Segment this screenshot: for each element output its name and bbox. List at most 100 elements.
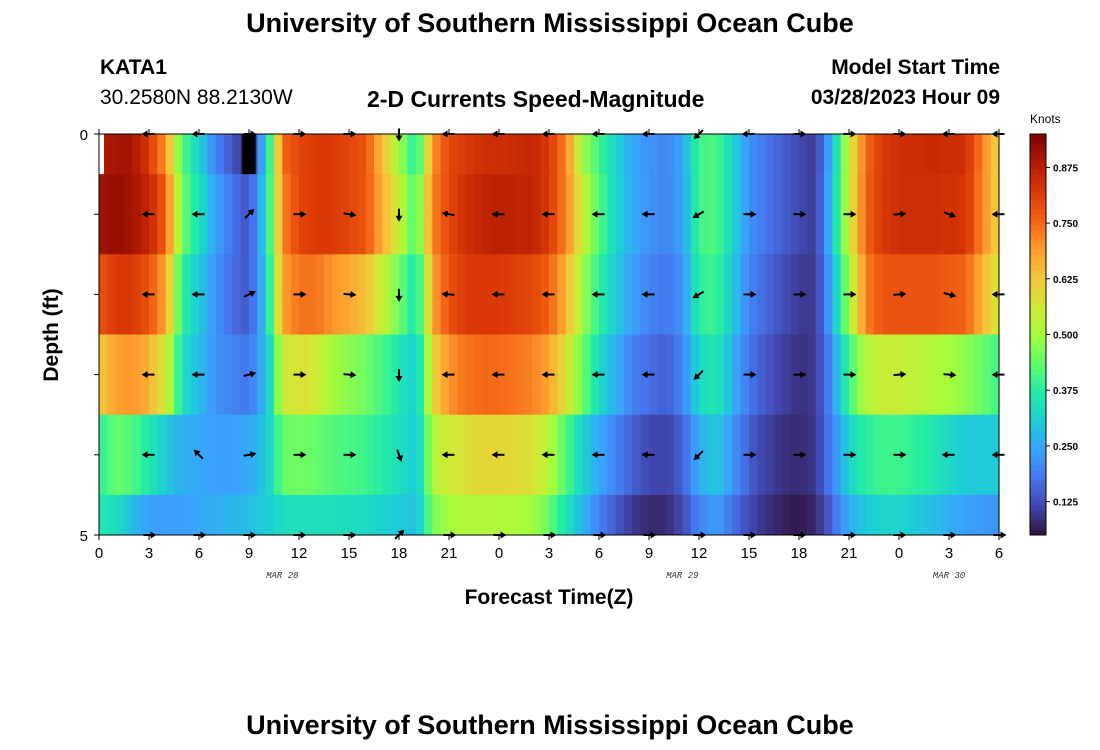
blank-cell [99, 134, 104, 175]
heatmap-cell [182, 414, 192, 496]
heatmap-cell [257, 414, 267, 496]
current-vector-arrow [743, 210, 757, 218]
colorbar-segment [1030, 489, 1046, 496]
heatmap-cell [382, 334, 392, 416]
heatmap-cell [765, 334, 775, 416]
heatmap-cell [865, 174, 875, 255]
current-vector-arrow [541, 371, 555, 379]
heatmap-cell [315, 494, 325, 536]
heatmap-cell [274, 254, 283, 335]
heatmap-cell [732, 494, 742, 536]
heatmap-cell [807, 254, 817, 335]
x-tick-label: 0 [95, 545, 103, 562]
heatmap-cell [115, 334, 125, 416]
heatmap-cell [915, 174, 925, 255]
colorbar-segment [1030, 509, 1046, 516]
x-tick-label: 9 [245, 545, 253, 562]
heatmap-cell [707, 414, 717, 496]
current-vector-arrow [943, 211, 957, 219]
heatmap-cell [865, 414, 875, 496]
colorbar-segment [1030, 449, 1046, 456]
heatmap-cell [157, 494, 167, 536]
heatmap-cell [924, 254, 933, 335]
heatmap-cell [115, 254, 125, 335]
heatmap-cell [357, 494, 367, 536]
heatmap-cell [715, 174, 725, 255]
heatmap-cell [782, 414, 792, 496]
heatmap-cell [232, 254, 242, 335]
heatmap-cell [699, 254, 708, 335]
heatmap-cell [115, 414, 125, 496]
heatmap-cell [907, 334, 917, 416]
heatmap-cell [365, 174, 375, 255]
heatmap-cell [157, 414, 167, 496]
heatmap-cell [599, 494, 608, 536]
heatmap-cell [915, 334, 925, 416]
heatmap-cell [407, 334, 417, 416]
colorbar-segment [1030, 294, 1046, 300]
heatmap-cell [982, 134, 992, 175]
x-tick-label: 21 [441, 545, 458, 562]
colorbar-segment [1030, 164, 1046, 170]
heatmap-cell [832, 254, 842, 335]
current-vector-arrow [141, 371, 155, 379]
heatmap-cell [607, 254, 617, 335]
heatmap-cell [740, 494, 750, 536]
heatmap-cell [732, 414, 742, 496]
heatmap-cell [215, 414, 225, 496]
heatmap-cell [399, 494, 408, 536]
heatmap-cell [307, 134, 317, 175]
current-vector-arrow [641, 210, 655, 218]
heatmap-cell [724, 414, 733, 496]
heatmap-cell [782, 254, 792, 335]
current-vector-arrow [293, 451, 307, 459]
heatmap-cell [932, 414, 942, 496]
current-vector-arrow [491, 451, 505, 459]
y-tick-label: 0 [80, 127, 88, 144]
heatmap-cell [515, 254, 525, 335]
heatmap-cell [390, 414, 400, 496]
colorbar-segment [1030, 284, 1046, 290]
heatmap-cell [315, 414, 325, 496]
heatmap-cell [632, 174, 642, 255]
heatmap-cell [332, 134, 342, 175]
heatmap-cell [715, 254, 725, 335]
heatmap-cell [257, 174, 267, 255]
current-vector-arrow [243, 370, 257, 378]
heatmap-cell [390, 134, 400, 175]
heatmap-cell [390, 174, 400, 255]
plot-title: 2-D Currents Speed-Magnitude [367, 86, 705, 112]
heatmap-cell [365, 134, 375, 175]
heatmap-cell [632, 334, 642, 416]
heatmap-cell [224, 254, 233, 335]
heatmap-cell [957, 174, 967, 255]
heatmap-cell [507, 494, 517, 536]
date-label: MAR 30 [933, 571, 966, 581]
heatmap-cell [274, 134, 283, 175]
heatmap-cell [840, 494, 850, 536]
current-vector-arrow [491, 371, 505, 379]
current-vector-arrow [893, 370, 907, 378]
heatmap-cell [299, 134, 308, 175]
heatmap-cell [649, 134, 658, 175]
heatmap-cell [624, 494, 633, 536]
heatmap-cell [624, 134, 633, 175]
heatmap-cell [390, 494, 400, 536]
heatmap-cell [474, 414, 483, 496]
heatmap-cell [715, 414, 725, 496]
heatmap-cell [582, 134, 592, 175]
heatmap-cell [807, 174, 817, 255]
heatmap-cell [357, 134, 367, 175]
heatmap-cell [957, 134, 967, 175]
heatmap-cell [790, 134, 800, 175]
heatmap-cell [107, 254, 117, 335]
heatmap-cell [282, 134, 292, 175]
heatmap-cell [574, 334, 583, 416]
heatmap-cell [590, 494, 600, 536]
heatmap-cell [657, 174, 667, 255]
heatmap-cell [232, 134, 242, 175]
heatmap-cell [857, 174, 867, 255]
heatmap-cell [665, 254, 675, 335]
heatmap-cell [190, 494, 200, 536]
heatmap-cell [832, 414, 842, 496]
